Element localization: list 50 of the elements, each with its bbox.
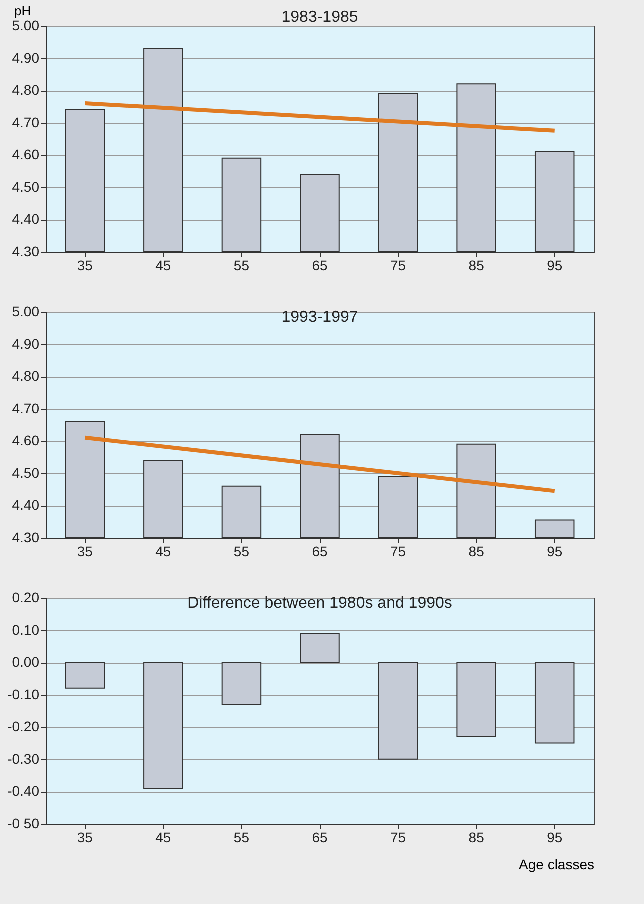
y-tick-label: 4.70 — [12, 114, 40, 130]
x-tick-label: 45 — [156, 544, 172, 560]
y-tick-label: 0.00 — [12, 654, 40, 670]
x-tick-label: 95 — [547, 544, 563, 560]
y-tick-label: 4.70 — [12, 400, 40, 416]
x-tick-label: 55 — [234, 544, 250, 560]
x-tick-label: 75 — [390, 258, 406, 274]
y-tick-label: 4.50 — [12, 178, 40, 195]
x-axis-title: Age classes — [519, 856, 594, 872]
x-tick-label: 85 — [468, 830, 485, 846]
x-tick-label: 45 — [156, 830, 172, 846]
y-tick-label: 4.90 — [12, 336, 40, 352]
y-tick-label: 4.60 — [12, 146, 40, 163]
x-tick-label: 95 — [547, 258, 563, 274]
y-tick-label: -0.40 — [8, 783, 40, 800]
y-tick-label: -0.30 — [8, 750, 40, 767]
x-tick-label: 65 — [312, 258, 328, 274]
y-axis-title: pH — [14, 4, 32, 18]
x-tick-label: 55 — [234, 258, 250, 274]
x-tick-label: 65 — [312, 544, 328, 560]
y-tick-label: 5.00 — [12, 18, 40, 34]
x-tick-label: 85 — [468, 544, 485, 560]
y-tick-label: 4.80 — [12, 368, 40, 384]
y-tick-label: 5.00 — [12, 304, 40, 320]
y-tick-label: -0 50 — [8, 816, 40, 832]
chart-title: 1993-1997 — [282, 309, 358, 326]
x-tick-label: 85 — [468, 258, 485, 274]
x-tick-label: 55 — [234, 830, 250, 846]
y-tick-label: 4.50 — [12, 464, 40, 481]
x-tick-label: 95 — [547, 830, 563, 846]
chart-title: 1983-1985 — [282, 9, 358, 26]
y-tick-label: 0.10 — [12, 622, 40, 638]
y-tick-label: 4.40 — [12, 211, 40, 228]
x-tick-label: 45 — [156, 258, 172, 274]
x-tick-label: 75 — [390, 544, 406, 560]
y-tick-label: 4.90 — [12, 50, 40, 66]
y-tick-label: 4.30 — [12, 244, 40, 260]
y-tick-label: -0.10 — [8, 686, 40, 702]
x-tick-label: 65 — [312, 830, 328, 846]
y-tick-label: 4.60 — [12, 432, 40, 449]
x-tick-label: 75 — [390, 830, 406, 846]
y-tick-label: 4.40 — [12, 497, 40, 514]
x-tick-label: 35 — [77, 830, 94, 846]
x-tick-label: 35 — [77, 544, 94, 560]
y-tick-label: 4.30 — [12, 530, 40, 546]
y-tick-label: 4.80 — [12, 82, 40, 98]
x-tick-label: 35 — [77, 258, 94, 274]
y-tick-label: 0.20 — [12, 590, 40, 606]
y-tick-label: -0.20 — [8, 718, 40, 735]
chart-title: Difference between 1980s and 1990s — [188, 595, 452, 612]
